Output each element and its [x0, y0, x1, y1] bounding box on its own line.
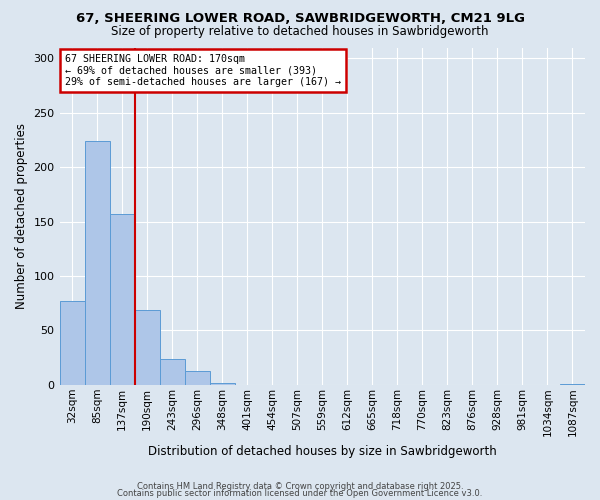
Y-axis label: Number of detached properties: Number of detached properties: [15, 123, 28, 309]
Bar: [185, 370, 209, 385]
Text: Contains HM Land Registry data © Crown copyright and database right 2025.: Contains HM Land Registry data © Crown c…: [137, 482, 463, 491]
Text: Size of property relative to detached houses in Sawbridgeworth: Size of property relative to detached ho…: [111, 25, 489, 38]
Bar: [85, 141, 110, 385]
Bar: [560, 384, 585, 385]
Bar: [110, 214, 134, 385]
Text: 67, SHEERING LOWER ROAD, SAWBRIDGEWORTH, CM21 9LG: 67, SHEERING LOWER ROAD, SAWBRIDGEWORTH,…: [76, 12, 524, 26]
Bar: [134, 310, 160, 385]
Bar: [160, 358, 185, 385]
Text: Contains public sector information licensed under the Open Government Licence v3: Contains public sector information licen…: [118, 490, 482, 498]
Bar: [209, 382, 235, 385]
Bar: [59, 301, 85, 385]
Text: 67 SHEERING LOWER ROAD: 170sqm
← 69% of detached houses are smaller (393)
29% of: 67 SHEERING LOWER ROAD: 170sqm ← 69% of …: [65, 54, 341, 88]
X-axis label: Distribution of detached houses by size in Sawbridgeworth: Distribution of detached houses by size …: [148, 444, 497, 458]
